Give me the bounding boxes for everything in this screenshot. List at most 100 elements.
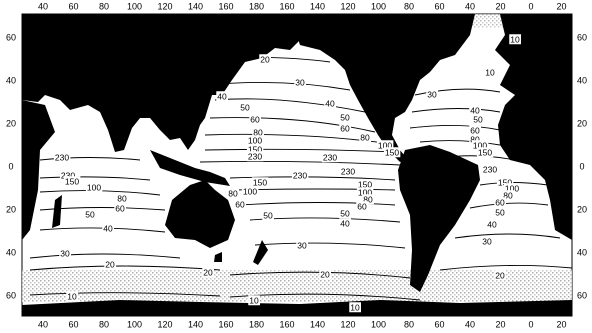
label-bg bbox=[321, 152, 339, 163]
label-bg bbox=[216, 91, 228, 102]
longitude-label: 140 bbox=[310, 1, 325, 11]
contour-label: 80 bbox=[253, 127, 263, 137]
longitude-label: 60 bbox=[434, 1, 444, 11]
longitude-label: 60 bbox=[68, 319, 78, 329]
contour-label: 60 bbox=[115, 203, 125, 213]
contour-label: 40 bbox=[217, 91, 227, 101]
label-bg bbox=[502, 190, 514, 201]
longitude-label: 160 bbox=[218, 319, 233, 329]
latitude-label: 60 bbox=[6, 290, 16, 300]
map-body bbox=[21, 13, 573, 317]
contour-label: 150 bbox=[248, 144, 262, 154]
label-bg bbox=[494, 197, 506, 208]
label-bg bbox=[481, 236, 493, 247]
contour-label: 30 bbox=[427, 89, 437, 99]
contour-label: 40 bbox=[103, 223, 113, 233]
land bbox=[253, 240, 268, 265]
contour-label: 50 bbox=[85, 209, 95, 219]
label-bg bbox=[53, 152, 71, 163]
contour-label: 230 bbox=[341, 166, 355, 176]
longitude-label: 140 bbox=[188, 1, 203, 11]
label-bg bbox=[59, 248, 71, 259]
longitude-label: 40 bbox=[38, 319, 48, 329]
label-bg bbox=[469, 125, 481, 136]
latitude-label: 20 bbox=[6, 118, 16, 128]
contour-label: 20 bbox=[260, 54, 270, 64]
longitude-label: 20 bbox=[556, 319, 566, 329]
label-bg bbox=[59, 170, 77, 181]
label-bg bbox=[246, 151, 264, 162]
label-bg bbox=[84, 209, 96, 220]
longitude-label: 120 bbox=[157, 319, 172, 329]
contour-label: 60 bbox=[495, 197, 505, 207]
land bbox=[150, 150, 230, 186]
latitude-label: 20 bbox=[6, 204, 16, 214]
longitude-label: 80 bbox=[404, 319, 414, 329]
contour-label: 60 bbox=[470, 125, 480, 135]
contour-label: 60 bbox=[250, 114, 260, 124]
label-bg bbox=[356, 201, 368, 212]
label-bg bbox=[481, 164, 499, 175]
label-bg bbox=[239, 102, 251, 113]
longitude-label: 0 bbox=[528, 319, 533, 329]
label-bg bbox=[114, 203, 126, 214]
contour-label: 150 bbox=[65, 176, 79, 186]
contour-label: 150 bbox=[358, 179, 372, 189]
longitude-label: 40 bbox=[465, 1, 475, 11]
contour-label: 230 bbox=[248, 151, 262, 161]
contour-label: 40 bbox=[325, 98, 335, 108]
contour-label: 10 bbox=[485, 67, 495, 77]
longitude-label: 80 bbox=[99, 319, 109, 329]
contour-label: 100 bbox=[243, 186, 257, 196]
latitude-label: 40 bbox=[577, 247, 587, 257]
longitude-label: 80 bbox=[99, 1, 109, 11]
contour-label: 80 bbox=[363, 194, 373, 204]
contour-label: 50 bbox=[340, 112, 350, 122]
contour-label: 50 bbox=[263, 210, 273, 220]
land bbox=[495, 14, 572, 240]
contour-label: 230 bbox=[61, 170, 75, 180]
label-bg bbox=[356, 179, 374, 190]
label-bg bbox=[339, 218, 351, 229]
latitude-label: 60 bbox=[577, 32, 587, 42]
label-bg bbox=[248, 295, 260, 306]
axes: 40 60 80 100 120 140 160 180 160 140 120 100 80 60 40 2… bbox=[6, 1, 587, 329]
contour-label: 100 bbox=[87, 182, 101, 192]
label-bg bbox=[241, 186, 259, 197]
contours bbox=[29, 56, 573, 301]
contour-label: 50 bbox=[473, 114, 483, 124]
contour-label: 150 bbox=[478, 147, 492, 157]
label-bg bbox=[356, 187, 374, 198]
contour-label: 230 bbox=[293, 170, 307, 180]
longitude-label: 60 bbox=[68, 1, 78, 11]
label-bg bbox=[249, 114, 261, 125]
label-bg bbox=[262, 210, 274, 221]
contour-label: 10 bbox=[350, 302, 360, 312]
longitude-label: 40 bbox=[465, 319, 475, 329]
label-bg bbox=[227, 188, 239, 199]
label-bg bbox=[509, 34, 521, 45]
contour-label: 30 bbox=[482, 236, 492, 246]
longitude-label: 160 bbox=[218, 1, 233, 11]
longitude-label: 100 bbox=[127, 1, 142, 11]
longitude-label: 0 bbox=[528, 1, 533, 11]
longitude-label: 80 bbox=[404, 1, 414, 11]
label-bg bbox=[85, 182, 103, 193]
contour-label: 150 bbox=[498, 177, 512, 187]
latitude-label: 40 bbox=[577, 75, 587, 85]
contour-label: 20 bbox=[203, 267, 213, 277]
label-bg bbox=[246, 135, 264, 146]
label-bg bbox=[494, 270, 506, 281]
land bbox=[22, 300, 572, 316]
land bbox=[22, 14, 390, 152]
label-bg bbox=[339, 123, 351, 134]
label-bg bbox=[324, 98, 336, 109]
contour-label: 100 bbox=[378, 140, 392, 150]
contour-label: 100 bbox=[505, 183, 519, 193]
contour-label: 40 bbox=[340, 218, 350, 228]
contour-label: 230 bbox=[323, 152, 337, 162]
longitude-label: 120 bbox=[340, 319, 355, 329]
longitude-label: 100 bbox=[371, 319, 386, 329]
contour-label: 10 bbox=[67, 291, 77, 301]
